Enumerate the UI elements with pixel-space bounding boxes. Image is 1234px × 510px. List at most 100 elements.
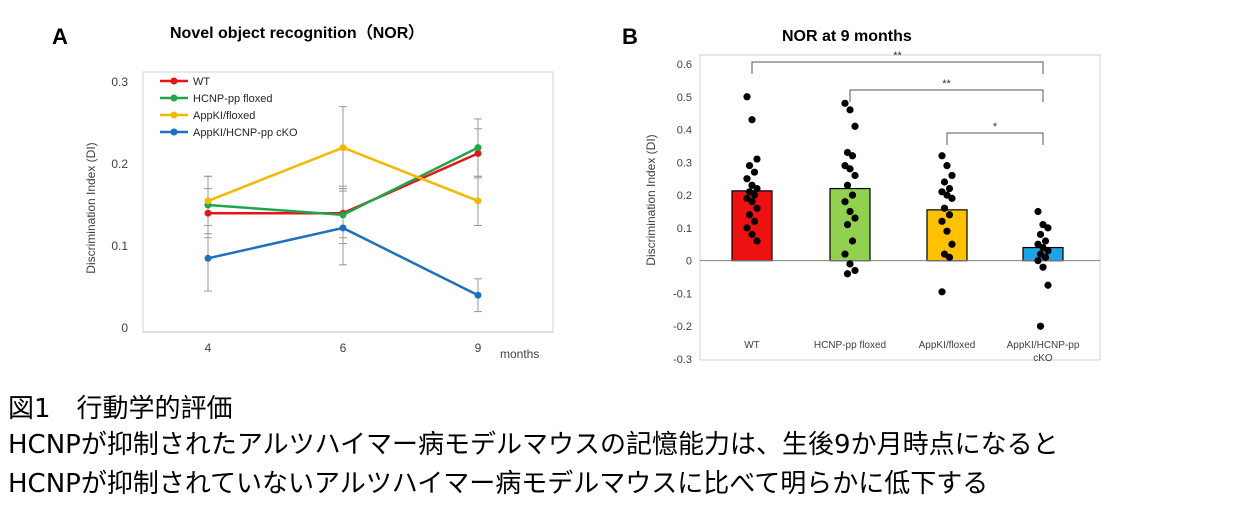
panel-a-label: A	[52, 24, 68, 49]
panel-a-x-tick-label: 4	[205, 341, 212, 355]
series-marker	[204, 254, 212, 262]
data-point	[843, 221, 852, 229]
panel-b-y-tick-label: 0.4	[677, 125, 692, 137]
legend-entry-label: AppKI/floxed	[193, 110, 255, 122]
data-point	[843, 181, 852, 189]
panel-b-category-label: WT	[744, 340, 760, 351]
data-point	[851, 214, 859, 222]
data-point	[841, 99, 849, 107]
data-point	[940, 178, 949, 186]
data-point	[1036, 322, 1045, 330]
panel-b-category-label: HCNP-pp floxed	[814, 340, 886, 351]
data-point	[846, 165, 854, 173]
data-point	[748, 116, 756, 124]
legend-swatch-marker	[170, 94, 178, 102]
data-point	[851, 122, 859, 130]
data-point	[748, 230, 756, 239]
panel-b-y-tick-label: 0.3	[677, 157, 692, 169]
panel-a-y-tick-label: 0.1	[111, 239, 128, 253]
series-marker	[204, 197, 212, 205]
panel-a-y-tick-label: 0.3	[111, 75, 128, 89]
series-marker	[474, 197, 482, 205]
data-point	[841, 250, 849, 258]
data-point	[848, 152, 857, 160]
data-point	[750, 191, 759, 199]
panel-b-plot-frame	[699, 54, 1101, 361]
panel-a-x-tick-label: 9	[475, 341, 482, 355]
series-marker	[339, 211, 347, 219]
panel-a-x-ticks: 4 6 9	[205, 341, 482, 355]
panel-b-category-label: cKO	[1033, 353, 1053, 364]
legend-entry-label: AppKI/HCNP-pp cKO	[193, 127, 298, 139]
panel-a-y-tick-label: 0.2	[111, 157, 128, 171]
panel-b-title: NOR at 9 months	[782, 28, 912, 45]
caption-line-2: HCNPが抑制されていないアルツハイマー病モデルマウスに比べて明らかに低下する	[8, 469, 989, 499]
significance-bracket	[946, 132, 1044, 145]
data-point	[1036, 230, 1045, 239]
panel-b-y-tick-label: 0.2	[677, 190, 692, 202]
data-point	[940, 204, 949, 212]
data-point	[1044, 224, 1052, 232]
panel-b-y-tick-label: 0	[686, 256, 692, 268]
data-point	[1041, 237, 1050, 245]
data-point	[938, 288, 946, 296]
panel-b-points	[743, 93, 1052, 330]
data-point	[1034, 257, 1042, 265]
data-point	[843, 270, 852, 278]
series-marker	[474, 291, 482, 299]
panel-b-y-ticks: -0.3 -0.2 -0.1 0 0.1 0.2 0.3 0.4 0.5 0.6	[673, 59, 692, 366]
legend-entry-label: WT	[193, 76, 210, 88]
series-marker	[474, 144, 482, 152]
caption-line-1: HCNPが抑制されたアルツハイマー病モデルマウスの記憶能力は、生後9か月時点にな…	[8, 430, 1059, 460]
data-point	[745, 162, 754, 170]
series-marker	[204, 209, 212, 217]
significance-marker: *	[993, 121, 998, 133]
data-point	[1034, 207, 1042, 216]
panel-b-y-tick-label: 0.1	[677, 223, 692, 235]
data-point	[753, 155, 761, 163]
panel-a-y-tick-label: 0	[121, 321, 128, 335]
panel-b-label: B	[622, 24, 638, 49]
panel-b-bars	[731, 187, 1064, 262]
data-point	[1041, 253, 1050, 261]
significance-bracket	[849, 89, 1044, 102]
series-marker	[474, 149, 482, 157]
significance-marker: **	[893, 50, 902, 62]
data-point	[753, 184, 761, 193]
data-point	[851, 266, 859, 275]
data-point	[846, 260, 854, 268]
data-point	[750, 168, 759, 176]
data-point	[948, 171, 956, 180]
panel-b-y-tick-label: -0.3	[673, 354, 692, 366]
panel-b-category-label: AppKI/HCNP-pp	[1007, 340, 1080, 351]
series-marker	[339, 224, 347, 232]
data-point	[1044, 281, 1052, 289]
data-point	[748, 198, 756, 206]
panel-b: B NOR at 9 months Discrimination Index (…	[622, 24, 1101, 366]
data-point	[945, 211, 954, 219]
data-point	[753, 237, 761, 245]
data-point	[846, 106, 854, 114]
data-point	[943, 162, 951, 170]
panel-b-y-axis-label: Discrimination Index (DI)	[644, 134, 658, 265]
panel-b-y-tick-label: -0.2	[673, 321, 692, 333]
panel-a-y-axis-label: Discrimination Index (DI)	[84, 142, 98, 273]
panel-b-category-labels: WT HCNP-pp floxed AppKI/floxed AppKI/HCNP-p…	[744, 340, 1080, 364]
panel-a-title: Novel object recognition（NOR）	[170, 24, 424, 42]
panel-a-x-axis-label: months	[500, 347, 539, 361]
data-point	[1039, 263, 1047, 271]
data-point	[743, 224, 751, 232]
panel-b-y-tick-label: 0.6	[677, 59, 692, 71]
data-point	[938, 217, 946, 225]
data-point	[841, 198, 849, 206]
legend-entry-label: HCNP-pp floxed	[193, 93, 272, 105]
legend-swatch-marker	[170, 111, 178, 119]
panel-b-significance: *****	[751, 50, 1044, 145]
significance-bracket	[751, 61, 1044, 74]
data-point	[1044, 247, 1052, 255]
data-point	[848, 237, 857, 245]
data-point	[945, 184, 954, 193]
significance-marker: **	[942, 78, 951, 90]
series-marker	[339, 144, 347, 152]
